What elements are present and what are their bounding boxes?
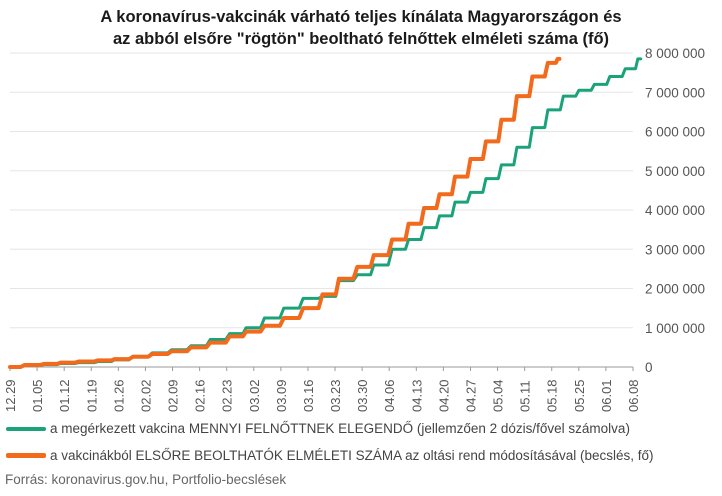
- x-tick-label: 05.25: [572, 379, 587, 412]
- x-tick-label: 03.09: [274, 379, 289, 412]
- x-tick-label: 05.11: [518, 380, 533, 412]
- legend-item-supply: a megérkezett vakcina MENNYI FELNŐTTNEK …: [6, 421, 630, 436]
- legend-item-first-dose: a vakcinákból ELSŐRE BEOLTHATÓK ELMÉLETI…: [6, 448, 654, 463]
- x-tick-label: 04.06: [382, 379, 397, 412]
- y-tick-label: 6 000 000: [645, 125, 705, 140]
- chart-title-line-2: az abból elsőre "rögtön" beoltható felnő…: [112, 30, 610, 48]
- x-tick-label: 03.16: [301, 379, 316, 412]
- x-tick-label: 06.01: [599, 379, 614, 412]
- first-dose-series-line: [8, 56, 562, 369]
- x-tick-label: 01.26: [111, 379, 126, 412]
- chart-title: A koronavírus-vakcinák várható teljes kí…: [0, 6, 722, 50]
- x-tick-label: 01.19: [84, 379, 99, 412]
- x-tick-label: 04.27: [463, 379, 478, 412]
- y-tick-label: 2 000 000: [645, 282, 705, 297]
- legend-label-supply: a megérkezett vakcina MENNYI FELNŐTTNEK …: [50, 421, 630, 436]
- legend-swatch-supply: [6, 426, 46, 431]
- x-tick-label: 03.23: [328, 379, 343, 412]
- x-tick-label: 02.23: [220, 379, 235, 412]
- x-tick-label: 03.02: [247, 379, 262, 412]
- x-tick-label: 01.05: [30, 379, 45, 412]
- source-note: Forrás: koronavirus.gov.hu, Portfolio-be…: [5, 472, 287, 487]
- x-tick-label: 12.29: [3, 379, 18, 412]
- y-tick-label: 0: [645, 360, 653, 375]
- y-tick-label: 4 000 000: [645, 203, 705, 218]
- x-tick-label: 03.30: [355, 379, 370, 412]
- x-tick-label: 06.08: [626, 379, 641, 412]
- x-tick-label: 01.12: [57, 379, 72, 412]
- x-tick-label: 05.04: [491, 379, 506, 412]
- y-tick-label: 5 000 000: [645, 164, 705, 179]
- x-tick-label: 04.20: [436, 379, 451, 412]
- x-tick-label: 02.09: [166, 379, 181, 412]
- chart-title-line-1: A koronavírus-vakcinák várható teljes kí…: [100, 8, 622, 26]
- legend-swatch-first-dose: [6, 453, 46, 458]
- x-tick-label: 02.16: [193, 379, 208, 412]
- x-tick-label: 02.02: [138, 379, 153, 412]
- y-tick-label: 7 000 000: [645, 85, 705, 100]
- supply-series-line: [8, 57, 643, 369]
- x-tick-label: 05.18: [545, 379, 560, 412]
- y-tick-label: 8 000 000: [645, 46, 705, 61]
- legend-label-first-dose: a vakcinákból ELSŐRE BEOLTHATÓK ELMÉLETI…: [50, 448, 654, 463]
- x-tick-label: 04.13: [409, 379, 424, 412]
- y-tick-label: 3 000 000: [645, 242, 705, 257]
- y-tick-label: 1 000 000: [645, 321, 705, 336]
